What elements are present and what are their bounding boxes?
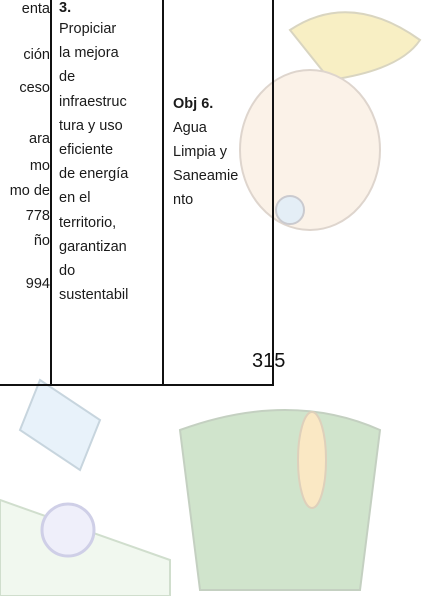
cell-text-line: Propiciar (59, 21, 117, 37)
cell-text-line: ción (23, 47, 50, 63)
cell-text-line: sustentabil (59, 287, 129, 304)
cell-text-line: Saneamie (173, 168, 239, 184)
table-cell (0, 0, 52, 386)
cell-text-line: mo de (9, 183, 50, 199)
cell-text-line: de (59, 69, 76, 86)
cell-text-line: Agua (173, 120, 207, 136)
cell-text-line: en el (59, 190, 91, 207)
cell-text-line: infraestruc (59, 93, 127, 110)
cell-text-line: Limpia y (173, 144, 227, 160)
cell-heading: 3. (59, 0, 72, 16)
cell-text-line: tura y uso (59, 117, 123, 134)
table-cell (164, 0, 274, 386)
cell-text-line: 778 (25, 208, 50, 224)
cell-text-line: mo (29, 158, 50, 174)
cell-text-line: enta (21, 1, 50, 17)
cell-text-line: eficiente (59, 142, 114, 158)
cell-heading: Obj 6. (173, 96, 214, 112)
cell-text-line: la mejora (59, 45, 119, 62)
cell-text-line: do (59, 263, 76, 279)
cell-text-line: de energía (59, 166, 129, 183)
cell-text-line: 994 (25, 276, 50, 292)
table-cell (52, 0, 164, 386)
cell-text-line: garantizan (59, 238, 127, 255)
cell-text-line: nto (173, 192, 194, 208)
cell-text-line: ara (29, 131, 50, 147)
cell-text-line: territorio, (59, 214, 117, 231)
cell-text-line: ño (33, 233, 50, 249)
page-number: 315 (252, 350, 286, 372)
cell-text-line: ceso (19, 80, 50, 96)
